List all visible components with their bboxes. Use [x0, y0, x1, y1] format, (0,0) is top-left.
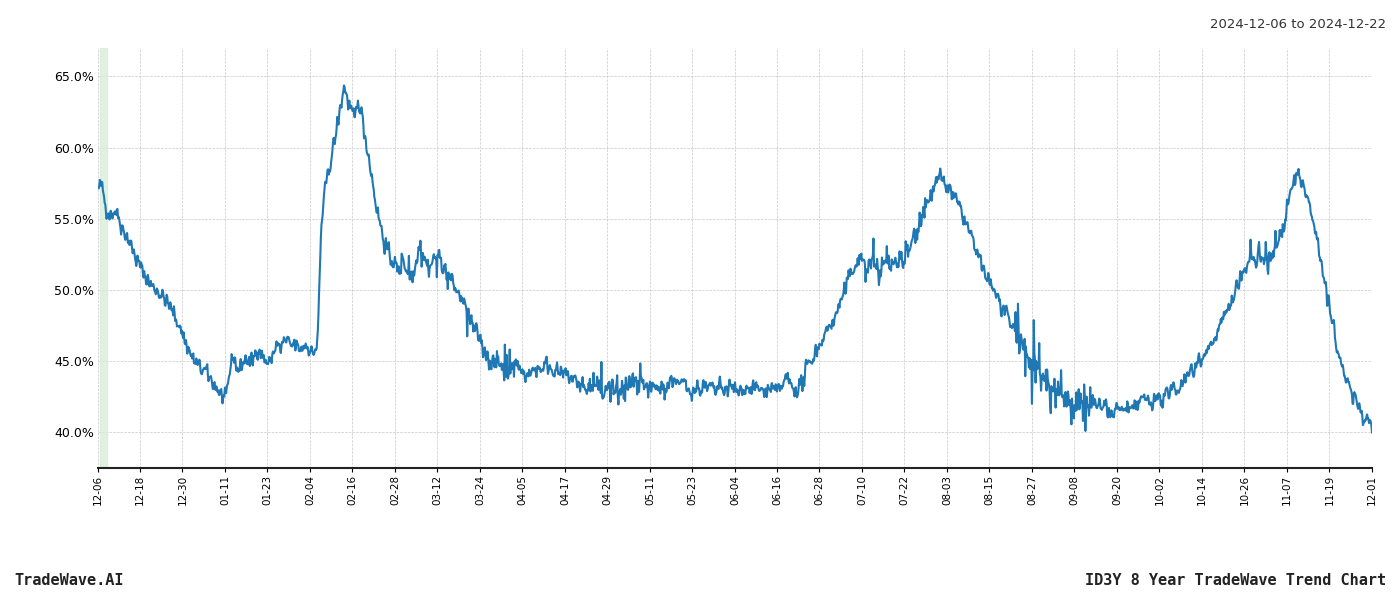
Text: TradeWave.AI: TradeWave.AI — [14, 573, 123, 588]
Text: ID3Y 8 Year TradeWave Trend Chart: ID3Y 8 Year TradeWave Trend Chart — [1085, 573, 1386, 588]
Bar — [101, 48, 106, 468]
Text: 2024-12-06 to 2024-12-22: 2024-12-06 to 2024-12-22 — [1210, 18, 1386, 31]
